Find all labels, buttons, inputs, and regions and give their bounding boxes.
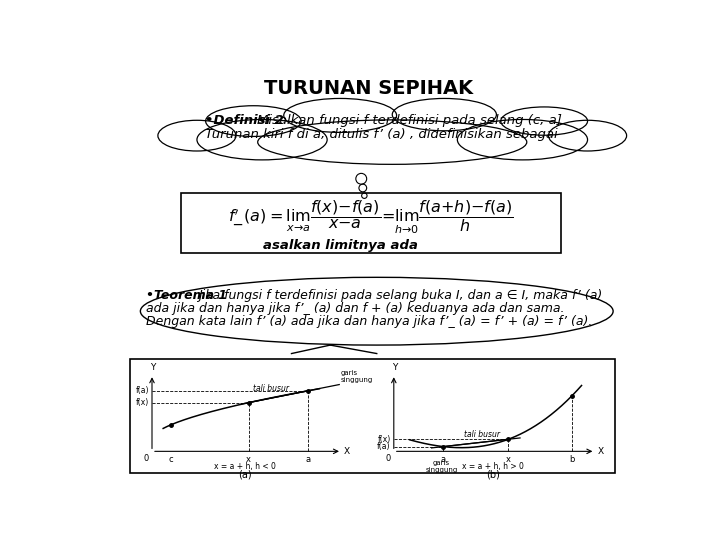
FancyBboxPatch shape — [181, 193, 561, 253]
Text: garis
singgung: garis singgung — [426, 461, 458, 474]
Text: Turunan kiri f di a, ditulis f’ (a) , didefinisikan sebagai: Turunan kiri f di a, ditulis f’ (a) , di… — [204, 127, 557, 140]
Text: X: X — [344, 447, 351, 456]
Text: asalkan limitnya ada: asalkan limitnya ada — [264, 239, 418, 252]
Text: tali busur: tali busur — [464, 430, 500, 439]
Text: (b): (b) — [486, 469, 500, 479]
Ellipse shape — [457, 119, 588, 160]
Text: x: x — [246, 455, 251, 464]
Ellipse shape — [206, 106, 301, 137]
Text: •Definisi 2: •Definisi 2 — [204, 114, 288, 127]
Circle shape — [356, 173, 366, 184]
Text: $f'\!\!\_\,(a)= \lim_{x \to a} \dfrac{f(x)-f(a)}{x-a}= \lim_{h \to 0} \dfrac{f(a: $f'\!\!\_\,(a)= \lim_{x \to a} \dfrac{f(… — [228, 199, 514, 236]
Text: •Teorema 1: •Teorema 1 — [145, 289, 231, 302]
Text: c: c — [168, 455, 173, 464]
Text: a: a — [441, 455, 446, 464]
Text: f(a): f(a) — [377, 442, 391, 451]
Text: 0: 0 — [385, 454, 391, 463]
Text: Y: Y — [150, 363, 156, 372]
Text: 0: 0 — [144, 454, 149, 463]
Circle shape — [359, 184, 366, 192]
FancyBboxPatch shape — [130, 359, 615, 473]
Text: x: x — [506, 455, 511, 464]
Text: f(x): f(x) — [135, 398, 149, 407]
Text: Dengan kata lain f’ (a) ada jika dan hanya jika f’_ (a) = f’ + (a) = f’ (a).: Dengan kata lain f’ (a) ada jika dan han… — [145, 315, 592, 328]
Text: f(a): f(a) — [135, 386, 149, 395]
Text: b: b — [569, 455, 575, 464]
Ellipse shape — [197, 119, 327, 160]
Text: a: a — [306, 455, 311, 464]
Text: Misalkan fungsi f terdefinisi pada selang (c, a].: Misalkan fungsi f terdefinisi pada selan… — [258, 114, 567, 127]
Text: tali busur: tali busur — [253, 384, 289, 393]
Text: Y: Y — [392, 363, 397, 372]
Ellipse shape — [549, 120, 626, 151]
Text: TURUNAN SEPIHAK: TURUNAN SEPIHAK — [264, 79, 474, 98]
Text: ada jika dan hanya jika f’_ (a) dan f + (a) keduanya ada dan sama.: ada jika dan hanya jika f’_ (a) dan f + … — [145, 302, 564, 315]
Ellipse shape — [158, 120, 236, 151]
Text: X: X — [598, 447, 604, 456]
Text: f(x): f(x) — [377, 435, 391, 444]
Circle shape — [361, 193, 367, 198]
Ellipse shape — [284, 98, 397, 132]
Text: x = a + h, h > 0: x = a + h, h > 0 — [462, 462, 523, 471]
Ellipse shape — [258, 120, 527, 164]
Text: Jika fungsi f terdefinisi pada selang buka I, dan a ∈ I, maka f’ (a): Jika fungsi f terdefinisi pada selang bu… — [199, 289, 603, 302]
Text: (a): (a) — [238, 469, 252, 479]
Text: garis
singgung: garis singgung — [341, 370, 373, 383]
Ellipse shape — [392, 98, 496, 131]
Text: x = a + h, h < 0: x = a + h, h < 0 — [214, 462, 276, 471]
Ellipse shape — [140, 278, 613, 345]
Ellipse shape — [500, 107, 588, 135]
